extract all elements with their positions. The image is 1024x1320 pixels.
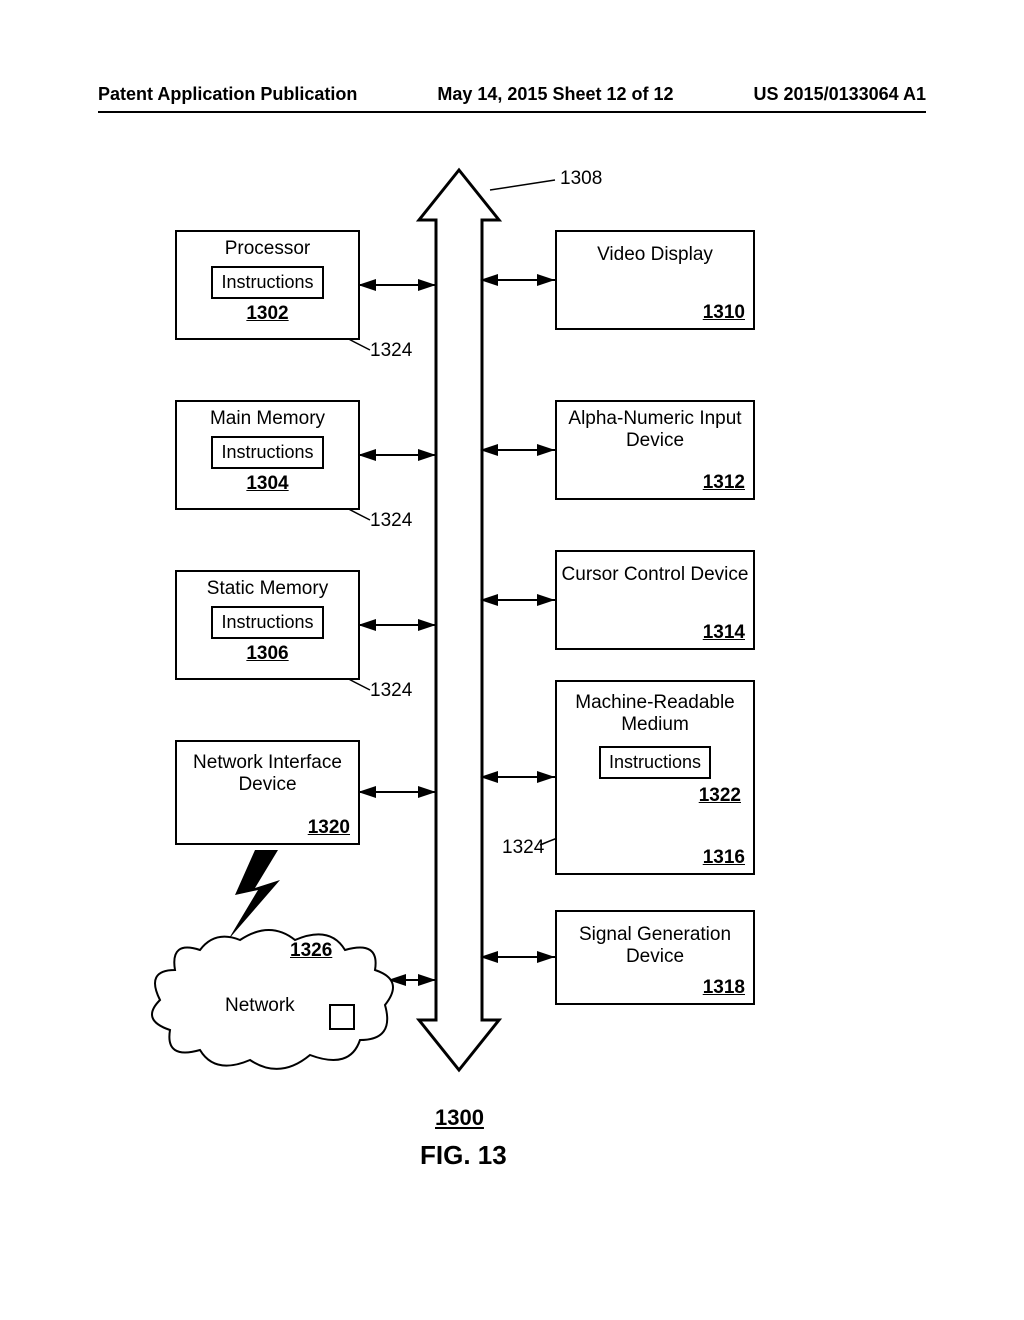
main-memory-block: Main Memory Instructions 1304 (175, 400, 360, 510)
alpha-numeric-block: Alpha-Numeric Input Device 1312 (555, 400, 755, 500)
diagram-svg (0, 150, 1024, 1150)
mrm-ref: 1316 (703, 847, 745, 869)
static-memory-block: Static Memory Instructions 1306 (175, 570, 360, 680)
label-1324-c: 1324 (370, 680, 412, 702)
header-right: US 2015/0133064 A1 (754, 84, 926, 105)
main-memory-title: Main Memory (181, 408, 354, 430)
static-memory-instructions: Instructions (211, 606, 323, 639)
label-1324-b: 1324 (370, 510, 412, 532)
main-memory-ref: 1304 (181, 473, 354, 495)
video-display-ref: 1310 (703, 302, 745, 324)
alpha-numeric-title: Alpha-Numeric Input Device (561, 408, 749, 452)
cursor-control-ref: 1314 (703, 622, 745, 644)
network-interface-block: Network Interface Device 1320 (175, 740, 360, 845)
network-label: Network (225, 995, 295, 1017)
header-left: Patent Application Publication (98, 84, 357, 105)
processor-title: Processor (181, 238, 354, 260)
video-display-block: Video Display 1310 (555, 230, 755, 330)
processor-ref: 1302 (181, 303, 354, 325)
cursor-control-title: Cursor Control Device (561, 564, 749, 586)
static-memory-ref: 1306 (181, 643, 354, 665)
figure-13-diagram: Processor Instructions 1302 Main Memory … (0, 150, 1024, 1150)
bus-arrow (419, 170, 499, 1070)
mrm-ref-inner: 1322 (561, 785, 749, 807)
figure-ref-1300: 1300 (435, 1105, 484, 1131)
lightning-bolt-icon (228, 850, 280, 940)
nid-ref: 1320 (308, 817, 350, 839)
processor-instructions: Instructions (211, 266, 323, 299)
signal-gen-title: Signal Generation Device (561, 924, 749, 968)
cursor-control-block: Cursor Control Device 1314 (555, 550, 755, 650)
nid-title: Network Interface Device (181, 752, 354, 796)
processor-block: Processor Instructions 1302 (175, 230, 360, 340)
label-1308: 1308 (560, 168, 602, 190)
label-1324-d: 1324 (502, 837, 544, 859)
video-display-title: Video Display (561, 244, 749, 266)
alpha-numeric-ref: 1312 (703, 472, 745, 494)
label-1324-a: 1324 (370, 340, 412, 362)
page: Patent Application Publication May 14, 2… (0, 0, 1024, 1320)
network-ref: 1326 (290, 940, 332, 962)
page-header: Patent Application Publication May 14, 2… (98, 84, 926, 113)
static-memory-title: Static Memory (181, 578, 354, 600)
mrm-instructions: Instructions (599, 746, 711, 779)
main-memory-instructions: Instructions (211, 436, 323, 469)
header-center: May 14, 2015 Sheet 12 of 12 (437, 84, 673, 105)
mrm-title: Machine-Readable Medium (561, 692, 749, 736)
signal-gen-block: Signal Generation Device 1318 (555, 910, 755, 1005)
figure-title: FIG. 13 (420, 1140, 507, 1171)
signal-gen-ref: 1318 (703, 977, 745, 999)
machine-readable-block: Machine-Readable Medium Instructions 132… (555, 680, 755, 875)
